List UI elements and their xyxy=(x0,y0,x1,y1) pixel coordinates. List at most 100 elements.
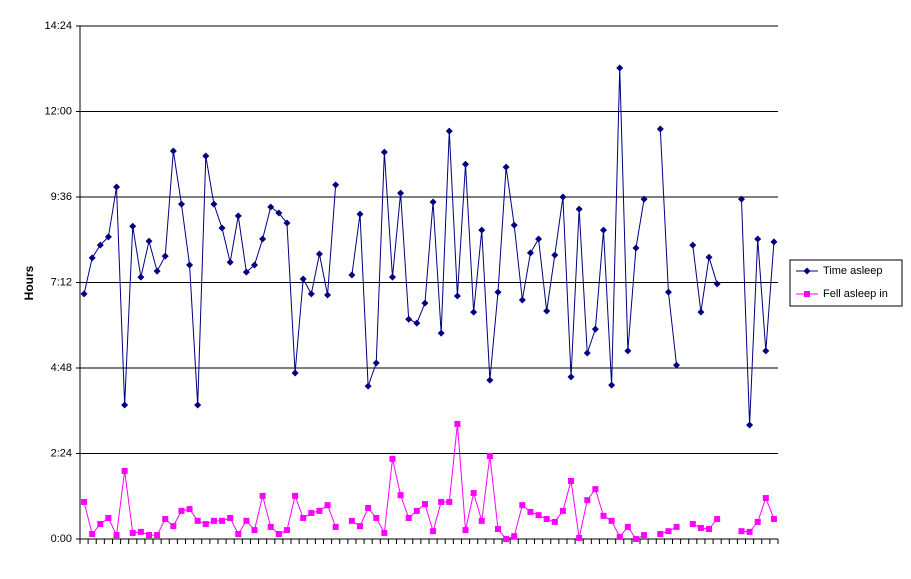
point xyxy=(234,212,242,220)
y-tick-label: 0:00 xyxy=(51,533,72,545)
point xyxy=(446,498,453,505)
point xyxy=(316,507,323,514)
point xyxy=(405,315,413,323)
point xyxy=(137,528,144,535)
point xyxy=(170,523,177,530)
point xyxy=(194,401,202,409)
point xyxy=(372,359,380,367)
point xyxy=(251,261,258,269)
point xyxy=(437,329,445,337)
point xyxy=(202,152,210,160)
point xyxy=(227,514,234,521)
point xyxy=(746,421,754,429)
point xyxy=(567,373,575,381)
point xyxy=(762,495,769,502)
point xyxy=(470,308,478,316)
point xyxy=(737,195,745,203)
point xyxy=(113,183,121,191)
point xyxy=(364,382,372,390)
point xyxy=(89,531,96,538)
point xyxy=(714,516,721,523)
point xyxy=(486,452,493,459)
point xyxy=(259,492,266,499)
point xyxy=(421,299,429,307)
point xyxy=(705,253,713,261)
point xyxy=(308,509,315,516)
point xyxy=(624,347,632,355)
point xyxy=(526,249,534,257)
point xyxy=(332,523,339,530)
point xyxy=(137,273,145,281)
point xyxy=(275,531,282,538)
point xyxy=(251,527,258,534)
point xyxy=(242,268,250,276)
point xyxy=(559,507,566,514)
point xyxy=(543,516,550,523)
point xyxy=(129,529,136,536)
point xyxy=(292,492,299,499)
point xyxy=(502,163,510,171)
point xyxy=(527,508,534,515)
point xyxy=(356,210,364,218)
point xyxy=(397,492,404,499)
y-tick-label: 14:24 xyxy=(44,20,72,32)
point xyxy=(421,501,428,508)
point xyxy=(706,526,713,533)
point xyxy=(291,369,299,377)
y-tick-label: 12:00 xyxy=(44,105,72,117)
point xyxy=(405,514,412,521)
point xyxy=(307,290,315,298)
point xyxy=(121,401,129,409)
y-axis-label: Hours xyxy=(22,265,36,300)
legend-label: Fell asleep in xyxy=(823,288,888,300)
point xyxy=(689,521,696,528)
point xyxy=(373,514,380,521)
point xyxy=(518,296,526,304)
point xyxy=(219,517,226,524)
point xyxy=(697,524,704,531)
point xyxy=(608,381,616,389)
point xyxy=(275,209,283,217)
point xyxy=(616,533,623,540)
point xyxy=(210,200,218,208)
point xyxy=(104,233,112,241)
point xyxy=(697,308,705,316)
point xyxy=(494,288,502,296)
point xyxy=(145,532,152,539)
point xyxy=(97,521,104,528)
legend-label: Time asleep xyxy=(823,265,883,277)
point xyxy=(770,238,778,246)
point xyxy=(113,532,120,539)
point xyxy=(535,235,543,243)
point xyxy=(762,347,770,355)
legend-box xyxy=(789,259,903,307)
point xyxy=(632,244,640,252)
point xyxy=(632,536,639,542)
y-tick-label: 4:48 xyxy=(51,362,72,374)
point xyxy=(145,237,153,245)
point xyxy=(218,224,226,232)
point xyxy=(381,529,388,536)
point xyxy=(430,528,437,535)
point xyxy=(169,147,177,155)
point xyxy=(259,235,267,243)
point xyxy=(388,273,396,281)
point xyxy=(445,127,453,135)
point xyxy=(81,498,88,505)
point xyxy=(665,528,672,535)
point xyxy=(226,258,234,266)
point xyxy=(478,517,485,524)
point xyxy=(600,226,607,234)
point xyxy=(738,528,745,535)
point xyxy=(754,235,762,243)
point xyxy=(754,518,761,525)
point xyxy=(357,523,364,530)
point xyxy=(389,455,396,462)
series-line xyxy=(83,423,775,540)
point xyxy=(202,521,209,528)
point xyxy=(96,241,104,249)
point xyxy=(324,291,332,299)
point xyxy=(283,219,291,227)
point xyxy=(470,490,477,497)
